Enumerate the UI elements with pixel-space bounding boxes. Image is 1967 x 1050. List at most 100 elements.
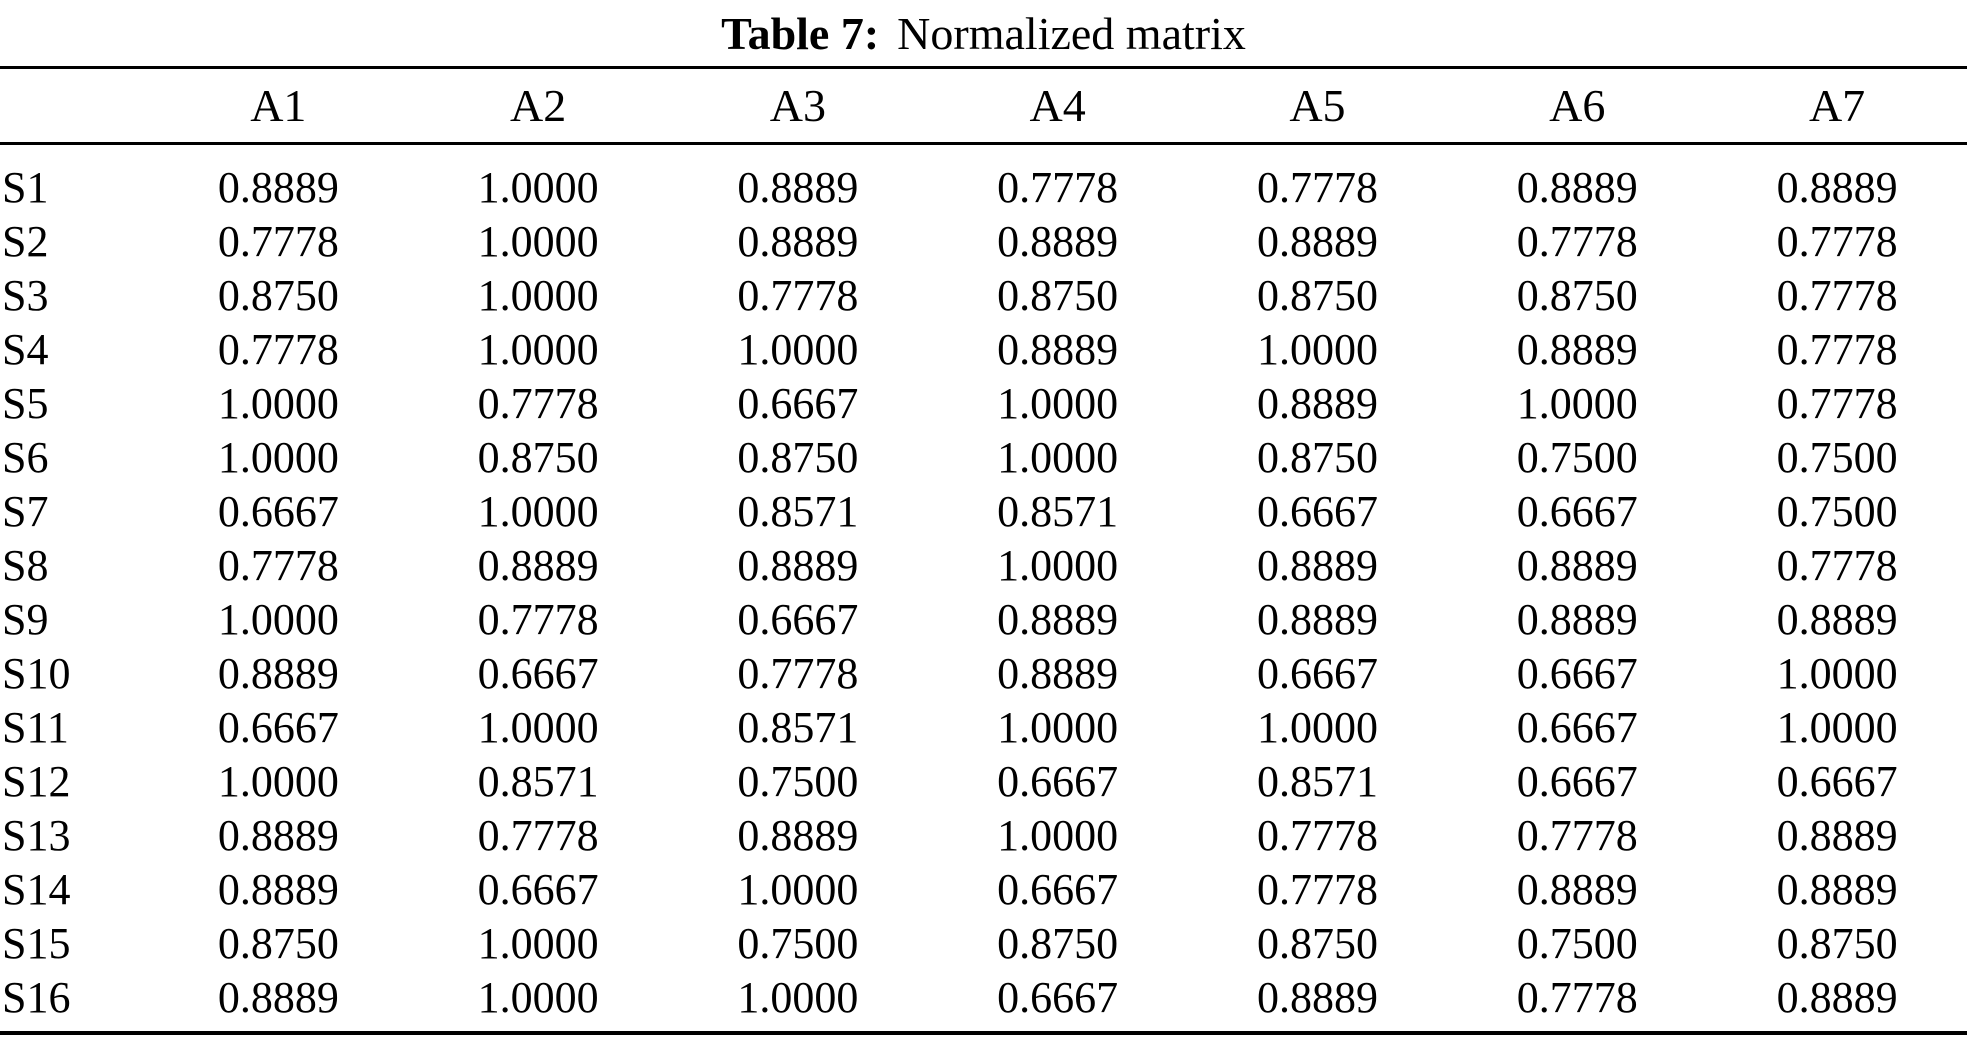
table-bottom-rule — [0, 1031, 1967, 1035]
value-cell: 0.7500 — [1776, 433, 1898, 482]
value-cell: 0.7778 — [477, 379, 599, 428]
table-row: S7 0.6667 1.0000 0.8571 0.8571 0.6667 0.6667 0.… — [0, 485, 1967, 539]
value-cell: 0.7778 — [1776, 217, 1898, 266]
value-cell: 0.8889 — [997, 595, 1119, 644]
value-cell: 1.0000 — [477, 973, 599, 1022]
value-cell: 0.7778 — [1776, 541, 1898, 590]
row-label: S13 — [2, 811, 71, 860]
value-cell: 0.7778 — [477, 811, 599, 860]
table-row: S9 1.0000 0.7778 0.6667 0.8889 0.8889 0.8889 0.… — [0, 593, 1967, 647]
row-label: S3 — [2, 271, 49, 320]
value-cell: 0.7500 — [1516, 433, 1638, 482]
row-label: S7 — [2, 487, 49, 536]
value-cell: 1.0000 — [997, 379, 1119, 428]
value-cell: 0.7500 — [1776, 487, 1898, 536]
value-cell: 0.8889 — [1516, 595, 1638, 644]
value-cell: 0.8889 — [737, 163, 859, 212]
table-header: A1 A2 A3 A4 A5 A6 A7 — [0, 67, 1967, 144]
row-label: S4 — [2, 325, 49, 374]
value-cell: 0.8889 — [1516, 163, 1638, 212]
normalized-matrix-table: A1 A2 A3 A4 A5 A6 A7 S1 0.8889 1.0000 0.8889 0.777… — [0, 66, 1967, 1031]
value-cell: 1.0000 — [477, 919, 599, 968]
value-cell: 0.8889 — [997, 649, 1119, 698]
table-row: S11 0.6667 1.0000 0.8571 1.0000 1.0000 0.6667 1… — [0, 701, 1967, 755]
value-cell: 1.0000 — [477, 487, 599, 536]
value-cell: 1.0000 — [997, 433, 1119, 482]
table-row: S1 0.8889 1.0000 0.8889 0.7778 0.7778 0.8889 0.… — [0, 144, 1967, 216]
value-cell: 1.0000 — [217, 379, 339, 428]
row-label: S6 — [2, 433, 49, 482]
value-cell: 0.8750 — [997, 271, 1119, 320]
row-label: S12 — [2, 757, 71, 806]
value-cell: 1.0000 — [997, 811, 1119, 860]
value-cell: 0.8889 — [217, 973, 339, 1022]
value-cell: 0.7778 — [997, 163, 1119, 212]
table-caption-title: Normalized matrix — [897, 8, 1246, 59]
value-cell: 1.0000 — [997, 703, 1119, 752]
table-row: S5 1.0000 0.7778 0.6667 1.0000 0.8889 1.0000 0.… — [0, 377, 1967, 431]
value-cell: 0.8889 — [1516, 325, 1638, 374]
value-cell: 0.7778 — [1516, 217, 1638, 266]
header-row: A1 A2 A3 A4 A5 A6 A7 — [0, 67, 1967, 144]
value-cell: 0.8889 — [997, 217, 1119, 266]
value-cell: 0.8889 — [1256, 541, 1378, 590]
value-cell: 1.0000 — [477, 217, 599, 266]
value-cell: 1.0000 — [217, 433, 339, 482]
value-cell: 0.7778 — [1256, 865, 1378, 914]
value-cell: 1.0000 — [217, 757, 339, 806]
table-body: S1 0.8889 1.0000 0.8889 0.7778 0.7778 0.8889 0.… — [0, 144, 1967, 1032]
value-cell: 1.0000 — [477, 271, 599, 320]
value-cell: 0.7778 — [1776, 325, 1898, 374]
value-cell: 0.8750 — [1256, 919, 1378, 968]
table-row: S2 0.7778 1.0000 0.8889 0.8889 0.8889 0.7778 0.… — [0, 215, 1967, 269]
value-cell: 1.0000 — [217, 595, 339, 644]
value-cell: 0.8889 — [1256, 595, 1378, 644]
value-cell: 0.8889 — [217, 649, 339, 698]
value-cell: 0.6667 — [737, 595, 859, 644]
value-cell: 0.8750 — [217, 271, 339, 320]
value-cell: 0.8750 — [1256, 433, 1378, 482]
value-cell: 0.7778 — [217, 217, 339, 266]
value-cell: 0.7778 — [477, 595, 599, 644]
value-cell: 0.7778 — [1256, 163, 1378, 212]
row-label: S16 — [2, 973, 71, 1022]
row-label: S1 — [2, 163, 49, 212]
table-row: S14 0.8889 0.6667 1.0000 0.6667 0.7778 0.8889 0… — [0, 863, 1967, 917]
table-row: S6 1.0000 0.8750 0.8750 1.0000 0.8750 0.7500 0.… — [0, 431, 1967, 485]
value-cell: 0.6667 — [997, 973, 1119, 1022]
value-cell: 1.0000 — [1256, 703, 1378, 752]
value-cell: 0.6667 — [1516, 487, 1638, 536]
header-stub-cell — [0, 68, 148, 144]
value-cell: 0.7778 — [1776, 379, 1898, 428]
table-row: S15 0.8750 1.0000 0.7500 0.8750 0.8750 0.7500 0… — [0, 917, 1967, 971]
table-row: S8 0.7778 0.8889 0.8889 1.0000 0.8889 0.8889 0.… — [0, 539, 1967, 593]
value-cell: 0.8750 — [1516, 271, 1638, 320]
value-cell: 0.7778 — [217, 541, 339, 590]
value-cell: 0.8889 — [217, 163, 339, 212]
row-label: S2 — [2, 217, 49, 266]
value-cell: 0.6667 — [477, 649, 599, 698]
column-header-a3: A3 — [769, 80, 826, 131]
value-cell: 0.6667 — [1256, 487, 1378, 536]
value-cell: 0.8571 — [737, 703, 859, 752]
value-cell: 0.8889 — [1776, 973, 1898, 1022]
table-row: S4 0.7778 1.0000 1.0000 0.8889 1.0000 0.8889 0.… — [0, 323, 1967, 377]
value-cell: 1.0000 — [477, 325, 599, 374]
column-header-a7: A7 — [1808, 80, 1866, 131]
value-cell: 0.8750 — [737, 433, 859, 482]
value-cell: 0.8889 — [737, 811, 859, 860]
value-cell: 0.8750 — [1776, 919, 1898, 968]
row-label: S5 — [2, 379, 49, 428]
value-cell: 1.0000 — [737, 865, 859, 914]
value-cell: 0.8889 — [1776, 595, 1898, 644]
value-cell: 0.6667 — [1256, 649, 1378, 698]
value-cell: 0.8571 — [477, 757, 599, 806]
value-cell: 0.6667 — [737, 379, 859, 428]
value-cell: 0.8889 — [217, 811, 339, 860]
value-cell: 0.8889 — [1776, 865, 1898, 914]
value-cell: 0.6667 — [1776, 757, 1898, 806]
value-cell: 1.0000 — [1516, 379, 1638, 428]
column-header-a2: A2 — [509, 80, 567, 131]
value-cell: 0.6667 — [997, 865, 1119, 914]
